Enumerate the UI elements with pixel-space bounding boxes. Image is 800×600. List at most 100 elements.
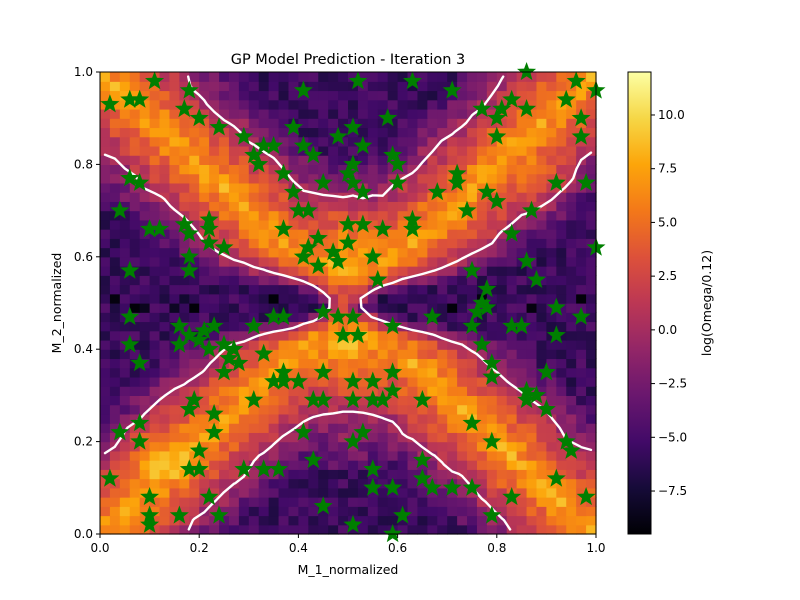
heatmap-cell <box>199 164 210 175</box>
heatmap-cell <box>387 81 399 92</box>
star-marker <box>561 440 581 459</box>
heatmap-cell <box>457 469 468 480</box>
heatmap-cell <box>318 256 329 267</box>
heatmap-cell <box>516 330 528 341</box>
heatmap-cell <box>427 339 438 350</box>
heatmap-cell <box>576 376 587 387</box>
heatmap-cell <box>526 192 538 202</box>
heatmap-cell <box>219 275 230 286</box>
heatmap-cell <box>556 487 567 498</box>
heatmap-cell <box>228 413 240 424</box>
heatmap-cell <box>278 127 290 138</box>
heatmap-cell <box>159 312 171 323</box>
heatmap-cell <box>457 108 468 119</box>
heatmap-cell <box>506 432 518 443</box>
heatmap-cell <box>268 127 280 138</box>
heatmap-cell <box>179 164 190 175</box>
heatmap-cell <box>318 90 329 101</box>
heatmap-cell <box>437 201 448 212</box>
heatmap-cell <box>228 192 240 202</box>
heatmap-cell <box>109 173 121 184</box>
heatmap-cell <box>149 275 161 286</box>
heatmap-cell <box>506 376 518 387</box>
heatmap-cell <box>258 524 270 535</box>
heatmap-cell <box>159 487 171 498</box>
heatmap-cell <box>526 330 538 341</box>
heatmap-cell <box>149 376 161 387</box>
heatmap-cell <box>179 136 190 147</box>
heatmap-cell <box>427 164 438 175</box>
heatmap-cell <box>467 376 478 387</box>
heatmap-cell <box>357 72 369 82</box>
heatmap-cell <box>238 81 250 92</box>
heatmap-cell <box>476 423 488 433</box>
star-marker <box>462 477 482 496</box>
heatmap-cell <box>268 478 280 489</box>
heatmap-cell <box>357 506 369 517</box>
heatmap-cell <box>268 275 280 286</box>
heatmap-cell <box>586 303 597 313</box>
heatmap-cell <box>119 460 131 470</box>
heatmap-cell <box>506 506 518 517</box>
heatmap-cell <box>189 247 200 258</box>
heatmap-cell <box>149 524 161 535</box>
heatmap-cell <box>516 524 528 535</box>
heatmap-cell <box>308 136 319 147</box>
heatmap-cell <box>377 90 389 101</box>
heatmap-cell <box>457 182 468 193</box>
heatmap-cell <box>338 293 349 304</box>
heatmap-cell <box>476 358 488 369</box>
heatmap-cell <box>476 441 488 452</box>
heatmap-cell <box>308 404 319 415</box>
heatmap-cell <box>328 275 339 286</box>
heatmap-cell <box>556 515 567 526</box>
heatmap-cell <box>556 497 567 507</box>
heatmap-cell <box>179 118 190 129</box>
heatmap-cell <box>556 386 567 396</box>
heatmap-cell <box>228 524 240 535</box>
star-marker <box>457 200 477 219</box>
heatmap-cell <box>467 487 478 498</box>
heatmap-cell <box>387 515 399 526</box>
plot-area <box>99 62 606 543</box>
heatmap-cell <box>556 376 567 387</box>
heatmap-cell <box>348 108 359 119</box>
heatmap-cell <box>308 487 319 498</box>
heatmap-cell <box>139 284 151 295</box>
heatmap-cell <box>179 376 190 387</box>
heatmap-cell <box>189 256 200 267</box>
heatmap-cell <box>506 247 518 258</box>
heatmap-cell <box>119 201 131 212</box>
heatmap-cell <box>278 404 290 415</box>
heatmap-cell <box>209 256 220 267</box>
heatmap-cell <box>159 266 171 276</box>
heatmap-cell <box>566 284 577 295</box>
heatmap-cell <box>427 81 438 92</box>
heatmap-cell <box>129 145 141 156</box>
heatmap-cell <box>159 145 171 156</box>
star-marker <box>254 343 274 362</box>
heatmap-cell <box>199 136 210 147</box>
heatmap-cell <box>149 266 161 276</box>
heatmap-cell <box>129 460 141 470</box>
heatmap-cell <box>377 367 389 378</box>
heatmap-cell <box>100 201 111 212</box>
heatmap-cell <box>228 99 240 110</box>
heatmap-cell <box>129 164 141 175</box>
heatmap-cell <box>139 386 151 396</box>
heatmap-cell <box>546 506 557 517</box>
heatmap-cell <box>298 118 309 129</box>
heatmap-cell <box>447 339 458 350</box>
heatmap-cell <box>258 247 270 258</box>
heatmap-cell <box>278 450 290 461</box>
heatmap-cell <box>586 349 597 360</box>
heatmap-cell <box>496 229 508 239</box>
heatmap-cell <box>367 303 379 313</box>
heatmap-cell <box>566 219 577 230</box>
heatmap-cell <box>348 450 359 461</box>
heatmap-cell <box>546 432 557 443</box>
heatmap-cell <box>407 192 419 202</box>
heatmap-cell <box>387 395 399 406</box>
heatmap-cell <box>447 487 458 498</box>
heatmap-cell <box>119 367 131 378</box>
